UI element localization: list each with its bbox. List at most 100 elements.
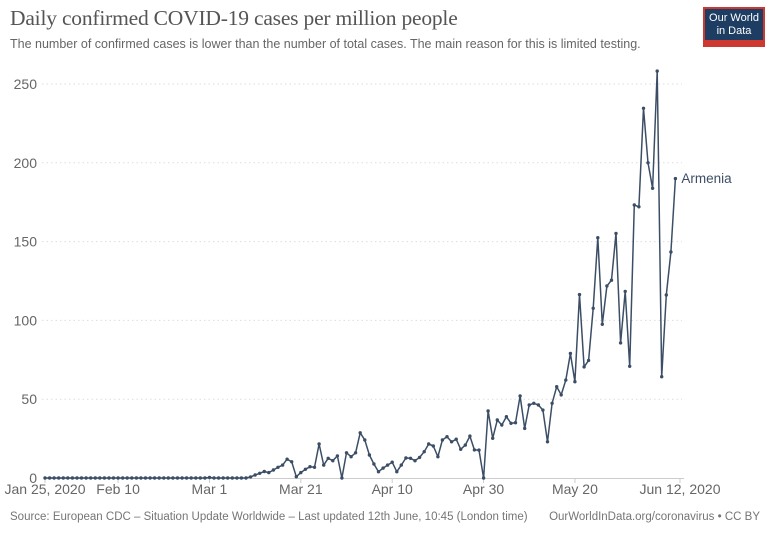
data-point[interactable] [335, 454, 340, 458]
data-point[interactable] [184, 476, 189, 480]
data-point[interactable] [669, 250, 673, 254]
data-point[interactable] [331, 459, 335, 463]
data-point[interactable] [175, 476, 180, 480]
data-point[interactable] [89, 476, 93, 480]
data-point[interactable] [545, 440, 550, 444]
data-point[interactable] [431, 444, 435, 448]
data-point[interactable] [143, 476, 148, 480]
data-point[interactable] [226, 476, 230, 480]
data-point[interactable] [344, 451, 349, 455]
data-point[interactable] [518, 394, 522, 398]
data-point[interactable] [500, 423, 504, 427]
data-point[interactable] [468, 434, 472, 438]
data-point[interactable] [399, 463, 403, 467]
data-point[interactable] [445, 435, 449, 439]
data-point[interactable] [454, 437, 458, 441]
data-point[interactable] [98, 476, 102, 480]
data-point[interactable] [271, 468, 276, 472]
data-point[interactable] [239, 476, 244, 480]
data-point[interactable] [230, 476, 234, 480]
data-point[interactable] [189, 476, 193, 480]
data-point[interactable] [262, 469, 266, 474]
data-point[interactable] [596, 236, 600, 240]
data-point[interactable] [157, 476, 161, 480]
data-point[interactable] [363, 438, 367, 442]
data-point[interactable] [303, 467, 308, 471]
data-point[interactable] [614, 231, 618, 236]
data-point[interactable] [491, 436, 495, 440]
footer-license-link[interactable]: OurWorldInData.org/coronavirus • CC BY [549, 511, 760, 523]
data-point[interactable] [628, 364, 632, 368]
data-point[interactable] [591, 306, 595, 310]
data-point[interactable] [509, 421, 513, 425]
data-point[interactable] [395, 470, 399, 474]
data-point[interactable] [568, 351, 573, 356]
data-point[interactable] [285, 457, 289, 461]
data-point[interactable] [235, 476, 239, 480]
data-point[interactable] [440, 438, 445, 442]
data-point[interactable] [194, 476, 198, 480]
data-point[interactable] [47, 476, 52, 480]
data-point[interactable] [427, 442, 431, 446]
data-point[interactable] [203, 476, 207, 480]
data-point[interactable] [134, 476, 139, 480]
data-point[interactable] [102, 476, 107, 480]
data-point[interactable] [52, 476, 56, 480]
data-point[interactable] [660, 375, 664, 379]
data-point[interactable] [130, 476, 134, 480]
data-point[interactable] [93, 476, 98, 480]
data-point[interactable] [148, 476, 152, 480]
data-point[interactable] [655, 69, 659, 73]
data-point[interactable] [267, 470, 271, 475]
data-point[interactable] [527, 403, 531, 407]
data-point[interactable] [294, 475, 298, 479]
data-point[interactable] [618, 341, 623, 345]
data-point[interactable] [258, 471, 262, 475]
data-point[interactable] [57, 476, 61, 480]
data-point[interactable] [637, 205, 641, 209]
data-point[interactable] [532, 401, 536, 405]
data-point[interactable] [436, 455, 440, 459]
data-point[interactable] [413, 459, 417, 463]
data-point[interactable] [253, 473, 257, 477]
data-point[interactable] [317, 442, 321, 446]
data-point[interactable] [107, 476, 111, 480]
data-point[interactable] [61, 476, 65, 480]
data-point[interactable] [541, 408, 545, 412]
data-point[interactable] [609, 278, 614, 282]
data-point[interactable] [513, 421, 518, 425]
data-point[interactable] [276, 465, 280, 469]
data-point[interactable] [372, 462, 376, 466]
data-point[interactable] [600, 322, 604, 326]
data-point[interactable] [495, 418, 499, 422]
data-point[interactable] [632, 203, 636, 207]
data-point[interactable] [312, 465, 317, 469]
data-point[interactable] [116, 476, 120, 480]
data-point[interactable] [477, 448, 481, 452]
data-point[interactable] [523, 426, 527, 431]
data-point[interactable] [75, 476, 79, 480]
data-point[interactable] [162, 476, 166, 480]
data-point[interactable] [504, 415, 509, 419]
data-point[interactable] [390, 460, 394, 464]
data-point[interactable] [66, 476, 70, 480]
data-point[interactable] [280, 463, 285, 467]
data-point[interactable] [555, 385, 559, 389]
data-point[interactable] [586, 358, 591, 363]
data-point[interactable] [212, 476, 216, 480]
data-point[interactable] [673, 176, 678, 181]
data-point[interactable] [349, 455, 353, 459]
data-point[interactable] [43, 476, 47, 480]
data-point[interactable] [559, 393, 563, 397]
data-point[interactable] [207, 475, 212, 480]
data-point[interactable] [564, 378, 568, 382]
data-point[interactable] [121, 476, 125, 480]
data-point[interactable] [650, 186, 655, 190]
data-point[interactable] [152, 476, 157, 480]
data-point[interactable] [326, 456, 330, 460]
data-point[interactable] [216, 476, 221, 480]
data-point[interactable] [139, 476, 143, 480]
data-point[interactable] [308, 465, 312, 469]
data-point[interactable] [70, 476, 75, 480]
